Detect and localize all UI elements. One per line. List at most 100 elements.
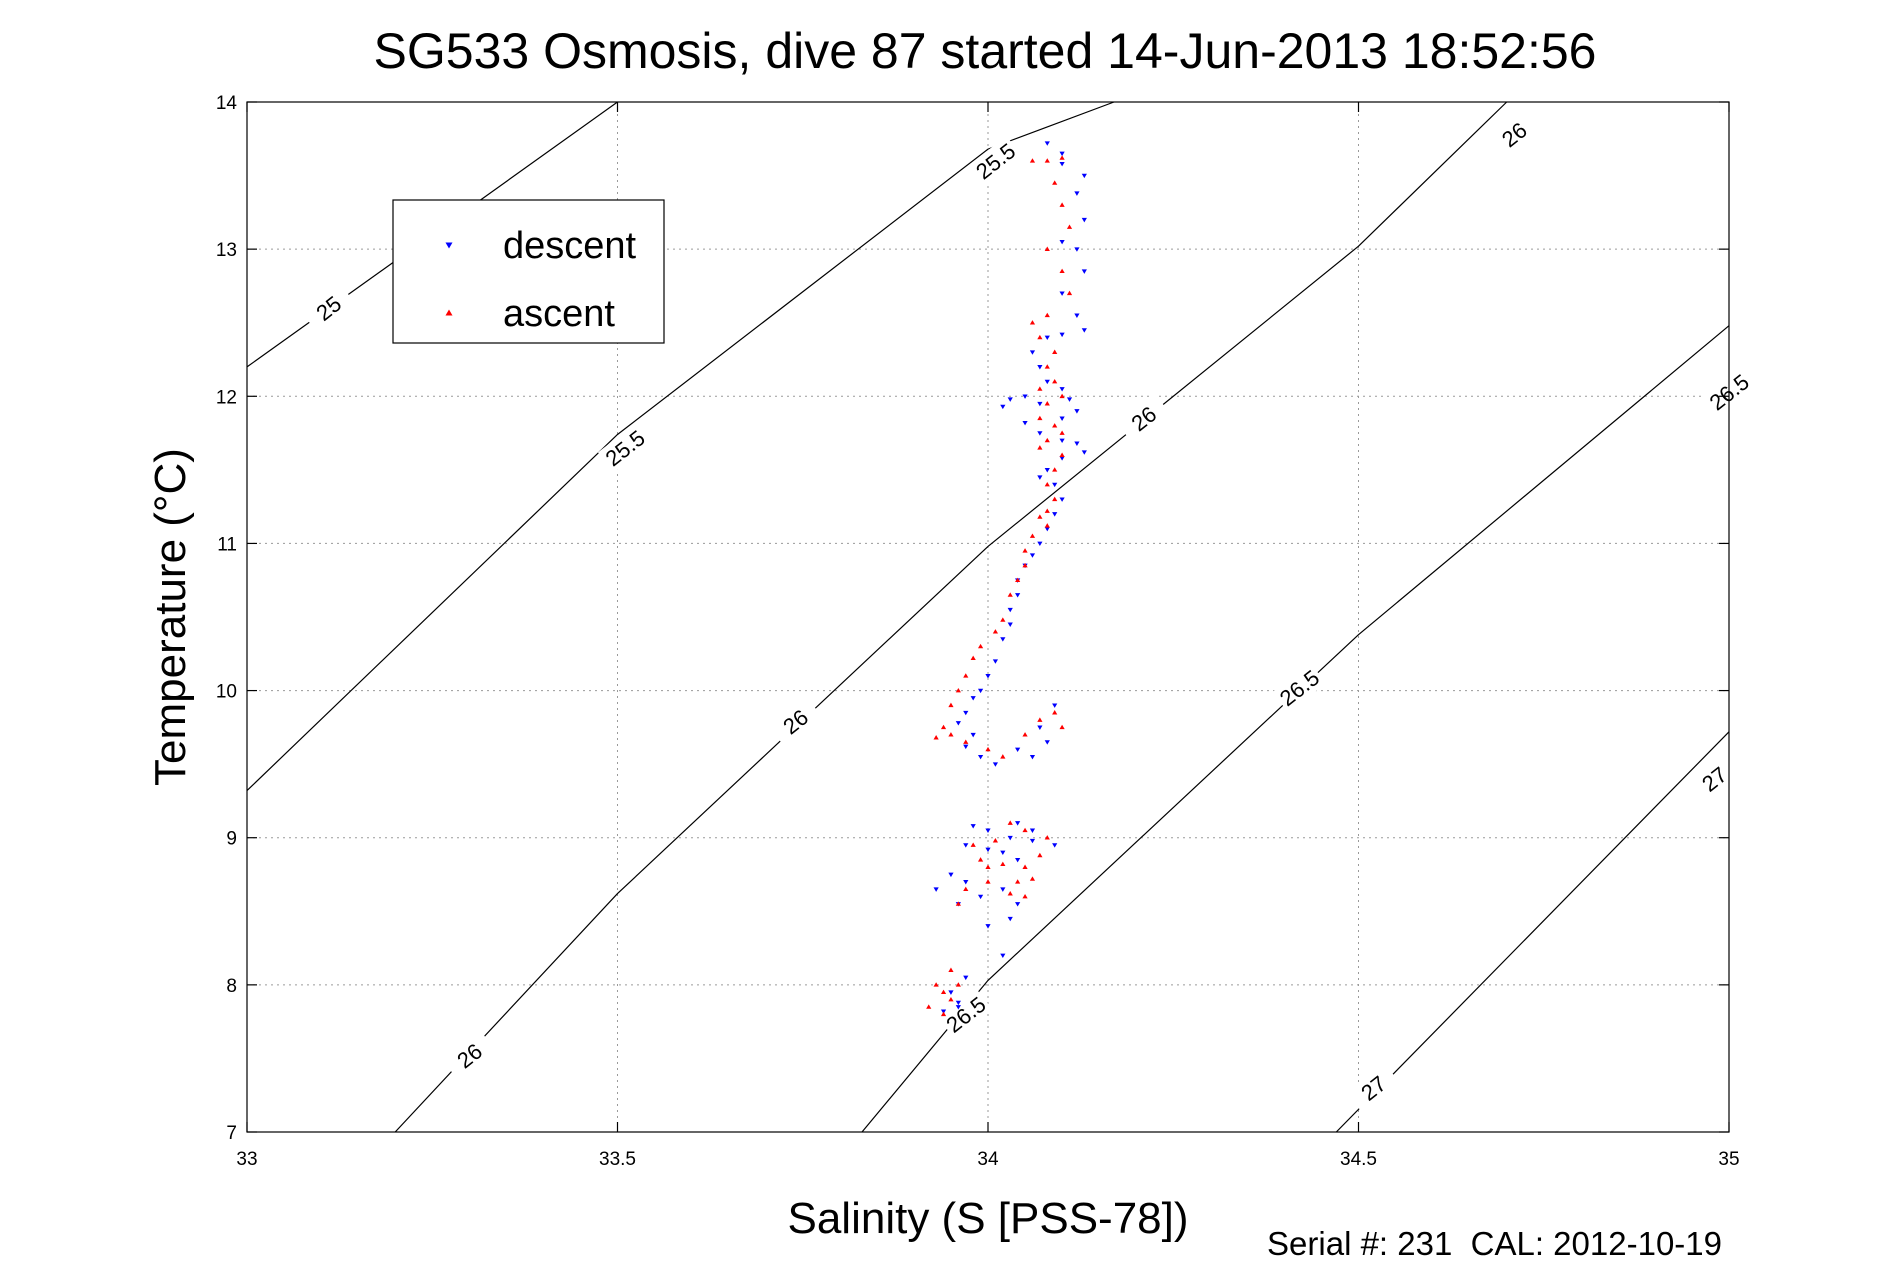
descent-legend-marker [445,242,453,249]
descent-point [1000,887,1006,892]
contour-label-bg [1346,1062,1401,1113]
descent-point [963,710,969,716]
ascent-point [1037,514,1043,519]
descent-point [1037,475,1043,480]
ascent-point [1059,452,1065,457]
descent-point [1015,857,1021,863]
descent-point [963,744,969,750]
descent-point [1022,394,1028,399]
ascent-point [948,702,954,708]
ascent-point [1044,481,1050,487]
descent-point [1007,607,1013,613]
ascent-point [1037,334,1043,340]
descent-point [1059,332,1065,338]
ascent-point [1059,393,1065,399]
descent-point [1044,526,1050,532]
ascent-point [1066,224,1073,229]
ascent-point [1059,724,1065,730]
ascent-point [933,735,939,740]
ascent-point [1059,155,1065,160]
descent-point [1044,379,1050,385]
descent-point [1029,828,1036,833]
ascent-point [985,864,991,869]
ascent-point [1044,437,1050,443]
descent-point [1059,438,1065,444]
ascent-point [1044,312,1050,318]
descent-point [963,880,969,885]
descent-point [970,732,976,738]
ascent-point [1052,467,1058,472]
contour-label-bg [1687,753,1742,804]
descent-point [1015,902,1021,907]
descent-point [1044,468,1050,473]
ascent-point [1044,508,1050,513]
ascent-point [1044,364,1050,369]
ascent-point [1022,864,1028,869]
descent-point [1037,401,1043,407]
ascent-point [955,901,961,906]
contour-label-bg [301,282,356,334]
descent-point [1037,541,1043,547]
descent-point [985,674,991,679]
descent-point [1015,821,1021,826]
y-tick-label: 10 [216,682,237,703]
y-tick-label: 7 [226,1123,237,1144]
data-points [926,141,1087,1017]
descent-point [963,843,969,848]
contour-line-26 [394,101,1508,1133]
descent-point [1081,328,1087,333]
contour-line-26-5 [861,325,1730,1133]
density-contours [246,101,1730,1133]
contour-line-25-5 [246,101,1115,792]
ascent-point [1007,592,1013,597]
descent-point [1029,838,1036,844]
descent-point [1022,420,1028,426]
y-tick-label: 14 [216,93,238,114]
descent-point [1081,173,1087,179]
x-tick-label: 35 [1718,1149,1739,1170]
ascent-point [1029,158,1036,163]
descent-point [1029,350,1036,355]
ascent-point [1052,349,1058,354]
descent-point [955,1005,961,1010]
ascent-point [948,732,954,737]
descent-point [948,872,954,878]
descent-point [992,659,999,664]
ascent-point [963,739,969,744]
ascent-point [1037,415,1043,421]
descent-point [1052,843,1058,848]
descent-point [1074,313,1080,318]
ascent-point [1022,893,1028,899]
contour-label-bg [1272,662,1327,713]
ascent-point [977,857,984,862]
ascent-point [1044,158,1050,163]
descent-point [1015,747,1021,753]
ascent-point [1052,378,1058,384]
descent-point [1066,397,1073,402]
ascent-point [985,746,991,752]
descent-point [1029,553,1036,558]
ascent-point [992,838,999,843]
descent-point [1074,409,1080,414]
y-tick-label: 11 [217,534,237,555]
descent-point [977,754,984,760]
ascent-point [933,982,939,987]
descent-point [1081,450,1087,455]
descent-point [1007,916,1013,922]
descent-point [1007,835,1013,841]
descent-point [977,688,984,694]
ascent-point [1029,533,1036,538]
ascent-point [1000,754,1006,759]
descent-point [1037,431,1043,436]
descent-point [1029,754,1036,760]
legend: descent ascent [392,199,665,344]
descent-point [1052,512,1058,517]
x-tick-label: 33 [236,1149,257,1170]
contour-label-bg [768,696,823,747]
legend-marker-ascent [445,309,453,316]
descent-point [1074,191,1080,196]
ascent-point [1052,423,1058,428]
contour-label-bg [1116,393,1171,444]
descent-point [1000,953,1006,959]
descent-point [1059,497,1065,502]
